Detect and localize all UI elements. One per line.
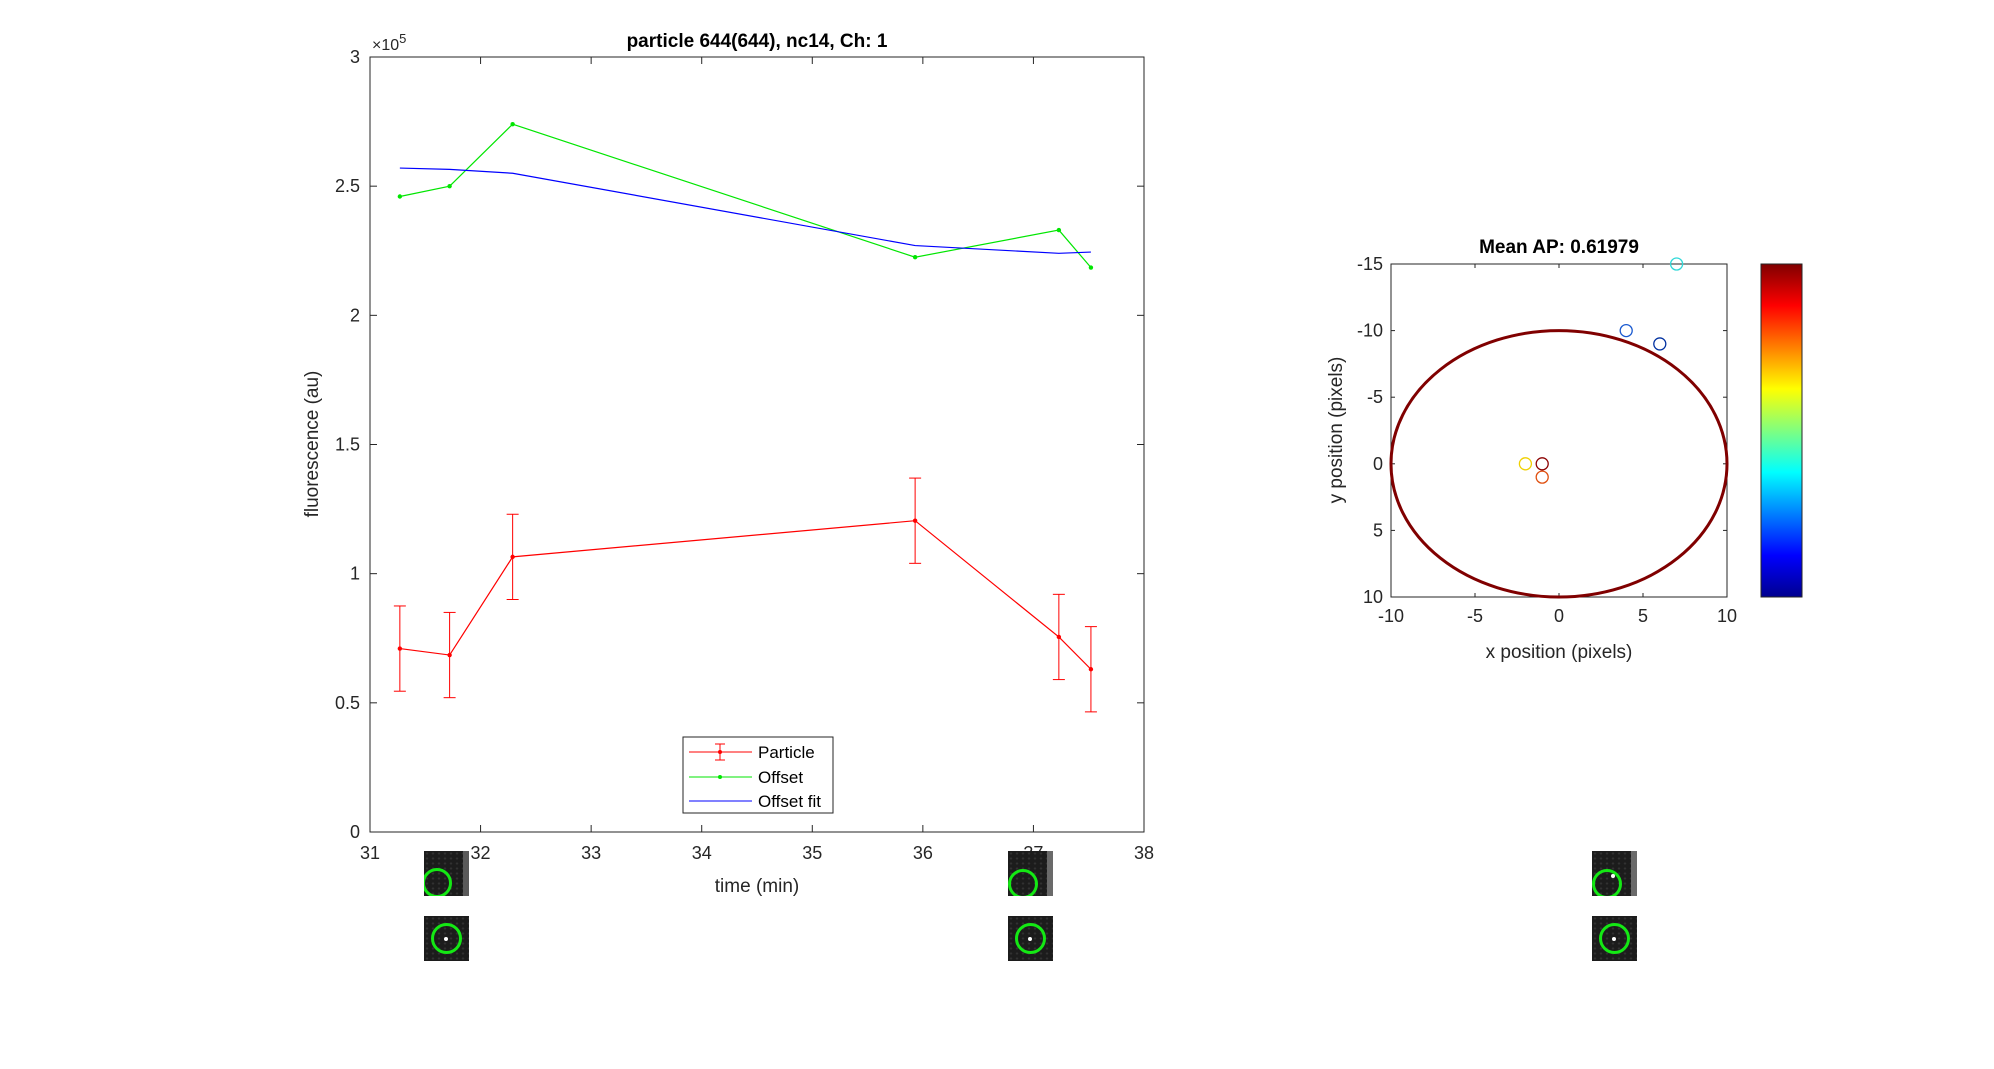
legend-entry-particle: Particle — [689, 743, 815, 762]
right-x-ticks: -10 -5 0 5 10 — [1378, 264, 1737, 626]
legend-particle-marker — [718, 750, 722, 754]
series-line-offset — [399, 123, 1092, 268]
thumbnail-spot — [444, 937, 448, 941]
y-tick-label: 3 — [350, 47, 360, 67]
right-plot-content — [1389, 257, 1729, 599]
thumbnail-spot — [1611, 874, 1615, 878]
y-exponent-power: 5 — [399, 31, 406, 46]
legend-entry-offset: Offset — [689, 768, 803, 787]
right-x-axis-label: x position (pixels) — [1486, 642, 1633, 663]
y-exponent-base: ×10 — [372, 37, 399, 54]
y-tick-label: 2.5 — [335, 176, 360, 196]
left-x-axis-label: time (min) — [715, 876, 799, 897]
thumbnail-ring — [1599, 923, 1630, 954]
left-series-group — [393, 121, 1097, 713]
position-marker — [1619, 323, 1633, 338]
thumbnail-middle-bottom — [1008, 916, 1053, 961]
x-tick-label: -5 — [1467, 606, 1483, 626]
y-tick-label: 0 — [350, 822, 360, 842]
x-tick-label: 31 — [360, 843, 380, 863]
thumbnail-left-top — [424, 851, 469, 896]
thumbnail-spot — [1028, 937, 1032, 941]
data-point-offset — [1056, 227, 1062, 233]
x-tick-label: 35 — [802, 843, 822, 863]
position-marker — [1653, 337, 1667, 351]
left-y-ticks: 0 0.5 1 1.5 2 2.5 3 — [335, 47, 1144, 842]
left-axes-box — [369, 56, 1145, 833]
y-tick-label: 2 — [350, 305, 360, 325]
y-tick-label: 0.5 — [335, 693, 360, 713]
position-marker — [1535, 457, 1549, 471]
x-tick-label: 32 — [471, 843, 491, 863]
series-line-particle — [399, 520, 1092, 670]
thumbnail-edge — [1631, 851, 1637, 896]
legend-offset-marker — [718, 775, 722, 779]
right-y-axis-label: y position (pixels) — [1326, 357, 1347, 504]
y-tick-label: -5 — [1367, 387, 1383, 407]
data-point-particle — [510, 554, 515, 560]
legend-offset-label: Offset — [758, 768, 803, 787]
data-point-particle — [447, 652, 452, 658]
data-point-offset — [447, 183, 452, 189]
thumbnail-ring — [1008, 869, 1038, 896]
series-line-offset-fit — [399, 167, 1091, 254]
left-y-axis-label: fluorescence (au) — [302, 371, 323, 518]
data-point-particle — [912, 518, 918, 523]
thumbnail-middle-top — [1008, 851, 1053, 896]
y-tick-label: 5 — [1373, 520, 1383, 540]
x-tick-label: 10 — [1717, 606, 1737, 626]
y-exponent-label: ×105 — [372, 31, 406, 54]
legend-entry-offset-fit: Offset fit — [689, 792, 821, 811]
nucleus-ellipse — [1389, 329, 1729, 599]
data-point-particle — [1056, 634, 1062, 640]
thumbnail-ring — [431, 923, 462, 954]
y-tick-label: 1.5 — [335, 435, 360, 455]
fluorescence-plot: 3132333435363738 00.511.522.53 particle … — [302, 31, 1154, 897]
y-tick-label: -10 — [1357, 321, 1383, 341]
legend-box — [682, 736, 834, 814]
y-tick-label: -15 — [1357, 254, 1383, 274]
y-tick-label: 0 — [1373, 454, 1383, 474]
x-tick-label: 5 — [1638, 606, 1648, 626]
data-point-particle — [397, 646, 403, 651]
legend-particle-label: Particle — [758, 743, 815, 762]
position-marker — [1518, 457, 1533, 471]
thumbnail-left-bottom — [424, 916, 469, 961]
right-y-ticks: -15 -10 -5 0 5 10 — [1357, 254, 1727, 607]
thumbnail-edge — [463, 851, 469, 896]
position-marker — [1535, 470, 1549, 484]
thumbnail-ring — [424, 868, 452, 896]
position-marker — [1669, 257, 1684, 271]
legend-offset-fit-label: Offset fit — [758, 792, 821, 811]
x-tick-label: 0 — [1554, 606, 1564, 626]
x-tick-label: 33 — [581, 843, 601, 863]
right-plot-title: Mean AP: 0.61979 — [1479, 237, 1639, 258]
x-tick-label: 36 — [913, 843, 933, 863]
x-tick-label: 34 — [692, 843, 712, 863]
thumbnail-right-bottom — [1592, 916, 1637, 961]
data-point-offset — [912, 255, 918, 260]
data-point-offset — [1088, 265, 1094, 270]
thumbnail-ring — [1592, 869, 1622, 896]
data-point-particle — [1088, 667, 1094, 672]
right-axes-box — [1390, 263, 1728, 598]
x-tick-label: 38 — [1134, 843, 1154, 863]
thumbnail-ring — [1015, 923, 1046, 954]
x-tick-label: -10 — [1378, 606, 1404, 626]
colorbar — [1760, 263, 1803, 598]
left-plot-title: particle 644(644), nc14, Ch: 1 — [627, 31, 888, 52]
y-tick-label: 10 — [1363, 587, 1383, 607]
y-tick-label: 1 — [350, 564, 360, 584]
left-x-ticks: 3132333435363738 — [360, 57, 1154, 863]
data-point-offset — [510, 121, 515, 127]
data-point-offset — [397, 194, 403, 199]
thumbnail-edge — [1047, 851, 1053, 896]
thumbnail-right-top — [1592, 851, 1637, 896]
thumbnail-spot — [1612, 937, 1616, 941]
legend: Particle Offset Offset fit — [682, 736, 834, 814]
